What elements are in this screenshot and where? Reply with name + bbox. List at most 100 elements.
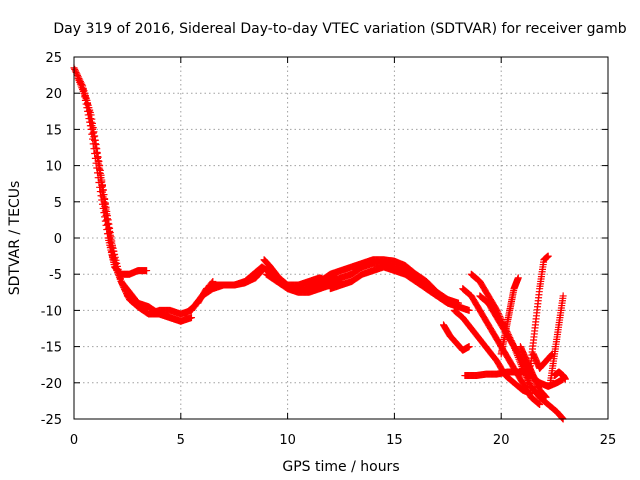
- data-point: [107, 233, 115, 241]
- x-tick-label: 15: [386, 433, 403, 448]
- x-tick-label: 5: [177, 433, 185, 448]
- data-point: [118, 279, 126, 287]
- data-point: [123, 291, 131, 299]
- data-point: [108, 241, 116, 249]
- y-tick-label: 10: [45, 160, 62, 175]
- x-tick-label: 20: [493, 433, 510, 448]
- data-point: [559, 292, 567, 300]
- series-arc-16: [467, 270, 567, 423]
- data-point: [119, 282, 127, 290]
- data-points: [70, 64, 569, 423]
- data-point: [88, 115, 96, 123]
- series-arc-23: [546, 292, 567, 387]
- series-arc-6: [181, 267, 266, 318]
- axis-tick-labels: 0 5 10 15 20 25 -25 -20 -15 -10 -5 0 5 10 15 20 25: [41, 51, 617, 448]
- data-point: [91, 140, 99, 148]
- y-tick-label: 15: [45, 123, 62, 138]
- y-tick-label: -25: [41, 413, 62, 428]
- data-point: [91, 136, 99, 144]
- data-point: [444, 299, 452, 307]
- data-point: [121, 286, 129, 294]
- data-point: [187, 314, 195, 322]
- data-point: [71, 67, 79, 75]
- data-point: [74, 71, 82, 79]
- series-arc-21: [523, 252, 552, 394]
- data-point: [103, 212, 111, 220]
- y-tick-label: -15: [41, 341, 62, 356]
- data-point: [542, 393, 550, 401]
- series-arc-4: [83, 96, 217, 318]
- data-point: [85, 107, 93, 115]
- data-point: [89, 129, 97, 137]
- data-point: [86, 115, 94, 123]
- data-point: [98, 182, 106, 190]
- data-point: [92, 144, 100, 152]
- data-point: [100, 191, 108, 199]
- data-point: [103, 207, 111, 215]
- data-point: [116, 271, 124, 279]
- data-point: [122, 288, 130, 296]
- data-point: [93, 153, 101, 161]
- data-point: [561, 375, 569, 383]
- data-point: [90, 133, 98, 141]
- data-point: [120, 283, 128, 291]
- data-point: [124, 293, 132, 301]
- series-arc-19: [497, 274, 522, 358]
- data-point: [108, 237, 116, 245]
- data-point: [117, 277, 125, 285]
- data-point: [514, 274, 522, 282]
- data-point: [114, 265, 122, 273]
- data-point: [106, 229, 114, 237]
- y-axis-label: SDTVAR / TECUs: [7, 181, 23, 296]
- data-point: [94, 157, 102, 165]
- data-point: [101, 195, 109, 203]
- data-point: [84, 100, 92, 108]
- data-point: [96, 169, 104, 177]
- data-point: [110, 247, 118, 255]
- data-point: [99, 186, 107, 194]
- data-point: [465, 306, 473, 314]
- series-arc-20: [516, 343, 550, 401]
- data-point: [115, 268, 123, 276]
- y-tick-label: 5: [54, 196, 62, 211]
- plot-frame: [73, 56, 609, 420]
- y-tick-label: 20: [45, 87, 62, 102]
- data-point: [443, 299, 451, 307]
- y-tick-label: 0: [54, 232, 62, 247]
- data-point: [101, 199, 109, 207]
- series-arc-3: [79, 82, 195, 325]
- series-arc-24: [551, 368, 569, 383]
- series-arc-18: [461, 368, 531, 380]
- grid: [74, 57, 608, 419]
- data-point: [111, 250, 119, 258]
- data-point: [111, 253, 119, 261]
- x-axis-label: GPS time / hours: [282, 459, 399, 475]
- data-point: [86, 111, 94, 119]
- x-tick-label: 10: [279, 433, 296, 448]
- data-point: [84, 104, 92, 112]
- data-point: [121, 285, 129, 293]
- data-point: [465, 343, 473, 351]
- data-point: [118, 280, 126, 288]
- series-arc-12: [326, 263, 452, 307]
- data-point: [93, 148, 101, 156]
- series-arc-13: [440, 321, 473, 354]
- data-point: [106, 224, 114, 232]
- data-point: [102, 203, 110, 211]
- y-tick-label: 25: [45, 51, 62, 66]
- data-point: [97, 174, 105, 182]
- data-point: [534, 399, 542, 407]
- x-tick-label: 0: [70, 433, 78, 448]
- data-point: [116, 274, 124, 282]
- data-point: [535, 400, 543, 408]
- data-point: [83, 96, 91, 104]
- data-point: [123, 290, 131, 298]
- data-point: [109, 244, 117, 252]
- data-point: [73, 70, 81, 78]
- y-tick-label: -5: [49, 268, 62, 283]
- chart-title: Day 319 of 2016, Sidereal Day-to-day VTE…: [53, 21, 626, 37]
- data-point: [96, 165, 104, 173]
- data-point: [104, 216, 112, 224]
- data-point: [88, 122, 96, 130]
